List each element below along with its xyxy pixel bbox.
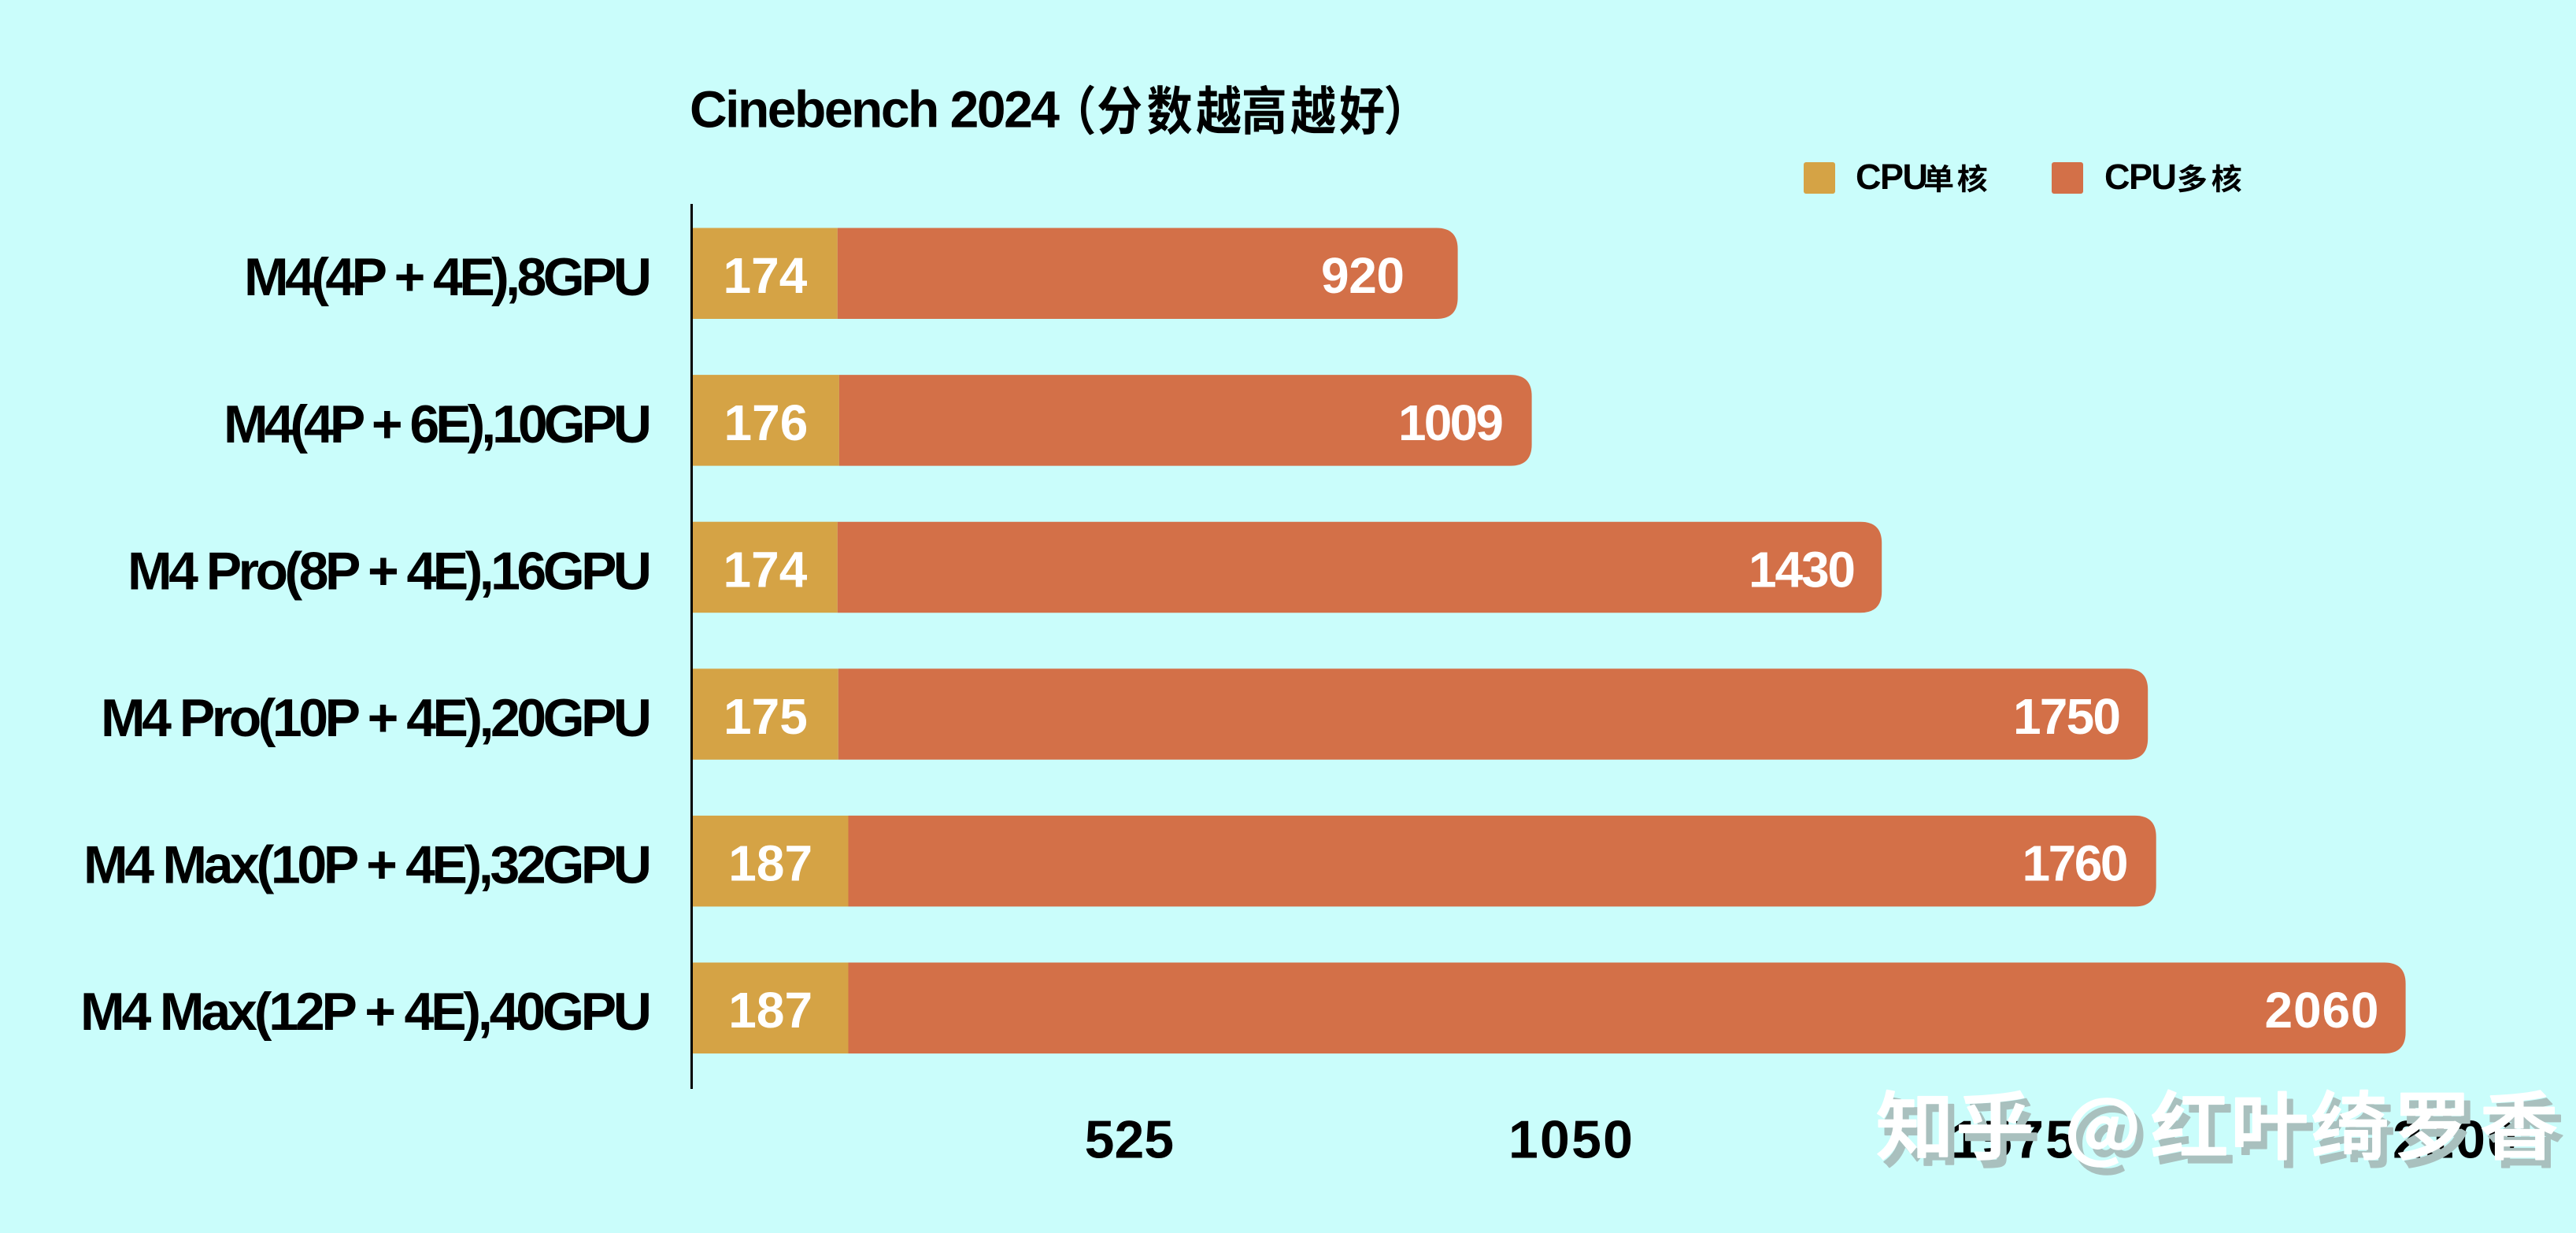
svg-text:176: 176 (724, 394, 809, 451)
svg-text:1760: 1760 (2023, 835, 2129, 892)
svg-text:M4(4P + 6E),10GPU: M4(4P + 6E),10GPU (224, 394, 652, 454)
svg-text:1750: 1750 (2013, 688, 2121, 745)
svg-text:174: 174 (724, 247, 808, 304)
svg-text:M4 Pro(8P + 4E),16GPU: M4 Pro(8P + 4E),16GPU (128, 542, 652, 602)
svg-text:CPU: CPU (1856, 157, 1928, 197)
svg-text:CPU: CPU (2104, 157, 2177, 197)
svg-text:187: 187 (728, 982, 812, 1039)
svg-text:2060: 2060 (2265, 982, 2379, 1039)
svg-text:M4 Max(12P + 4E),40GPU: M4 Max(12P + 4E),40GPU (80, 982, 652, 1042)
svg-text:920: 920 (1321, 247, 1405, 304)
svg-text:1430: 1430 (1749, 542, 1856, 598)
svg-text:175: 175 (724, 688, 808, 745)
svg-text:1009: 1009 (1398, 394, 1504, 451)
svg-text:525: 525 (1085, 1110, 1174, 1170)
svg-text:174: 174 (724, 542, 808, 598)
svg-text:187: 187 (728, 835, 812, 892)
svg-text:M4 Max(10P + 4E),32GPU: M4 Max(10P + 4E),32GPU (83, 835, 652, 895)
svg-text:Cinebench 2024: Cinebench 2024 (690, 80, 1060, 139)
svg-text:M4(4P + 4E),8GPU: M4(4P + 4E),8GPU (244, 247, 652, 307)
svg-text:M4 Pro(10P + 4E),20GPU: M4 Pro(10P + 4E),20GPU (101, 688, 652, 748)
